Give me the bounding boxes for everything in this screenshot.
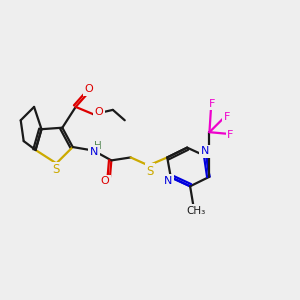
Text: S: S (53, 164, 60, 176)
Text: O: O (85, 84, 93, 94)
Text: N: N (164, 176, 172, 186)
Text: N: N (90, 147, 98, 157)
Text: F: F (209, 99, 216, 109)
Text: N: N (201, 146, 209, 156)
Text: H: H (94, 141, 102, 151)
Text: F: F (227, 130, 234, 140)
Text: CH₃: CH₃ (186, 206, 206, 216)
Text: O: O (100, 176, 109, 186)
Text: S: S (146, 165, 154, 178)
Text: F: F (224, 112, 230, 122)
Text: O: O (94, 107, 103, 117)
